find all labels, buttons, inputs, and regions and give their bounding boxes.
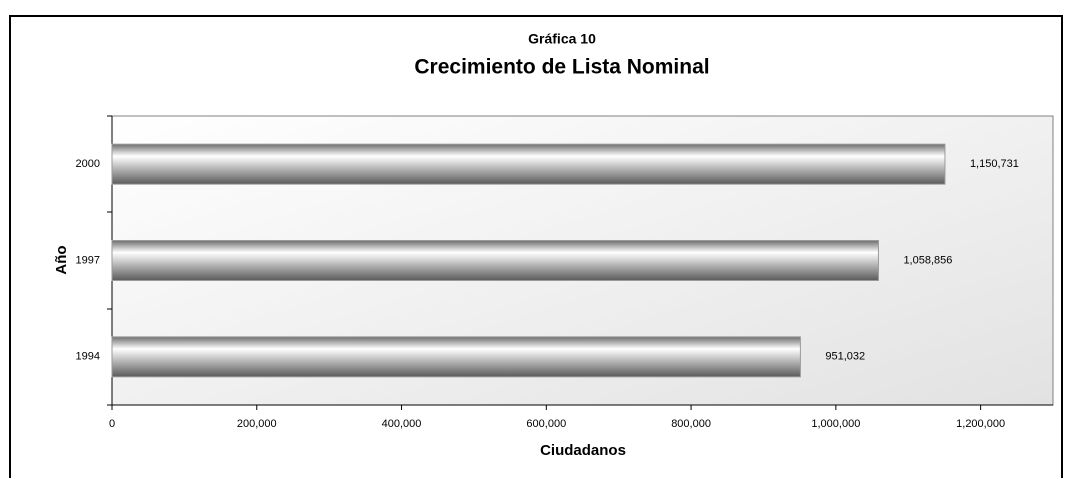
x-tick-label: 1,200,000 xyxy=(956,418,1005,430)
x-tick-label: 600,000 xyxy=(526,418,566,430)
bar xyxy=(111,336,801,378)
value-label: 951,032 xyxy=(825,351,865,363)
x-tick-label: 1,000,000 xyxy=(811,418,860,430)
chart-title: Crecimiento de Lista Nominal xyxy=(414,56,709,79)
y-tick-label: 2000 xyxy=(76,158,100,170)
value-label: 1,058,856 xyxy=(903,254,952,266)
bar xyxy=(111,143,946,185)
y-axis-label: Año xyxy=(53,245,70,274)
x-tick-label: 200,000 xyxy=(237,418,277,430)
y-tick-label: 1997 xyxy=(76,254,100,266)
frame xyxy=(9,15,1063,478)
value-label: 1,150,731 xyxy=(970,158,1019,170)
x-axis-label: Ciudadanos xyxy=(540,442,626,459)
chart-subtitle: Gráfica 10 xyxy=(528,31,596,47)
y-tick-label: 1994 xyxy=(76,351,100,363)
bar xyxy=(111,240,879,281)
x-tick-label: 400,000 xyxy=(382,418,422,430)
x-tick-label: 800,000 xyxy=(671,418,711,430)
x-tick-label: 0 xyxy=(109,418,115,430)
